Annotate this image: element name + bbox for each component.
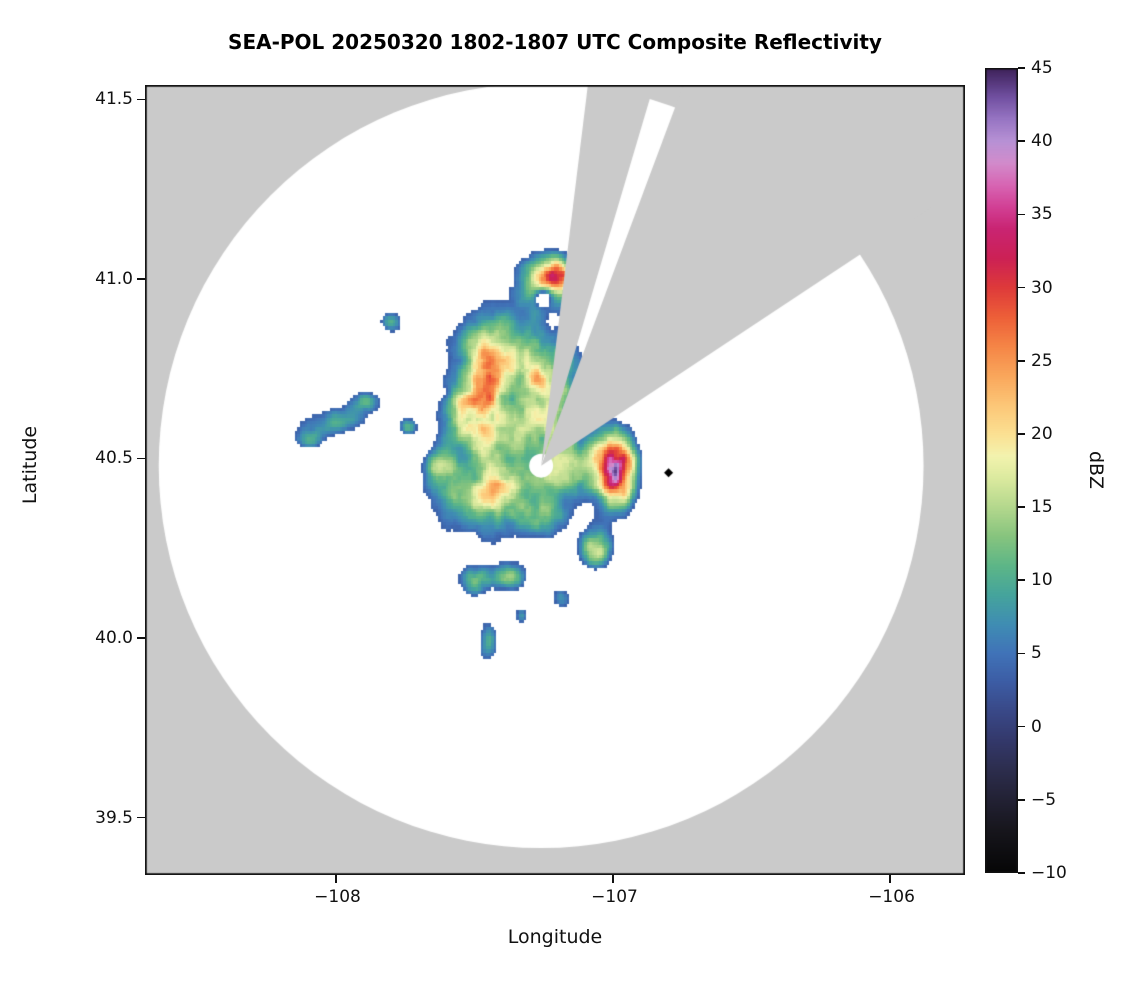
y-tick-label: 41.5 [95,89,133,110]
x-tick-mark [612,875,614,883]
colorbar [985,68,1018,873]
colorbar-tick-label: 10 [1031,570,1053,591]
y-tick-label: 39.5 [95,807,133,828]
colorbar-tick-mark [1018,579,1025,582]
chart-title: SEA-POL 20250320 1802-1807 UTC Composite… [228,30,882,54]
colorbar-tick-label: 35 [1031,204,1053,225]
x-tick-label: −108 [314,887,361,907]
colorbar-tick-label: 15 [1031,497,1053,518]
y-tick-mark [137,98,145,101]
y-axis-label: Latitude [19,425,41,505]
colorbar-tick-mark [1018,286,1025,289]
colorbar-tick-label: 20 [1031,423,1053,444]
y-tick-label: 41.0 [95,268,133,289]
colorbar-tick-label: 5 [1031,643,1042,664]
x-tick-label: −107 [591,887,638,907]
colorbar-tick-mark [1018,213,1025,216]
colorbar-tick-label: 40 [1031,131,1053,152]
colorbar-tick-label: −5 [1031,789,1057,810]
colorbar-tick-mark [1018,140,1025,142]
colorbar-tick-mark [1018,359,1025,362]
y-tick-mark [137,457,145,460]
x-tick-mark [335,875,337,883]
x-tick-mark [889,875,891,883]
colorbar-tick-mark [1018,799,1025,801]
colorbar-tick-mark [1018,433,1025,435]
x-tick-label: −106 [868,887,915,907]
colorbar-tick-label: 0 [1031,716,1042,737]
y-tick-mark [137,278,145,280]
colorbar-tick-mark [1018,67,1025,69]
y-tick-label: 40.0 [95,628,133,648]
y-tick-label: 40.5 [95,448,133,469]
colorbar-tick-label: 45 [1031,58,1053,78]
colorbar-label: dBZ [1085,450,1107,490]
y-tick-mark [137,637,145,639]
colorbar-tick-mark [1018,652,1025,655]
colorbar-tick-mark [1018,506,1025,508]
x-axis-label: Longitude [507,926,603,948]
colorbar-tick-label: 25 [1031,350,1053,371]
colorbar-tick-mark [1018,725,1025,728]
colorbar-tick-mark [1018,872,1025,874]
colorbar-tick-label: 30 [1031,277,1053,298]
colorbar-tick-label: −10 [1031,863,1067,883]
radar-reflectivity-map [145,85,965,875]
y-tick-mark [137,816,145,819]
